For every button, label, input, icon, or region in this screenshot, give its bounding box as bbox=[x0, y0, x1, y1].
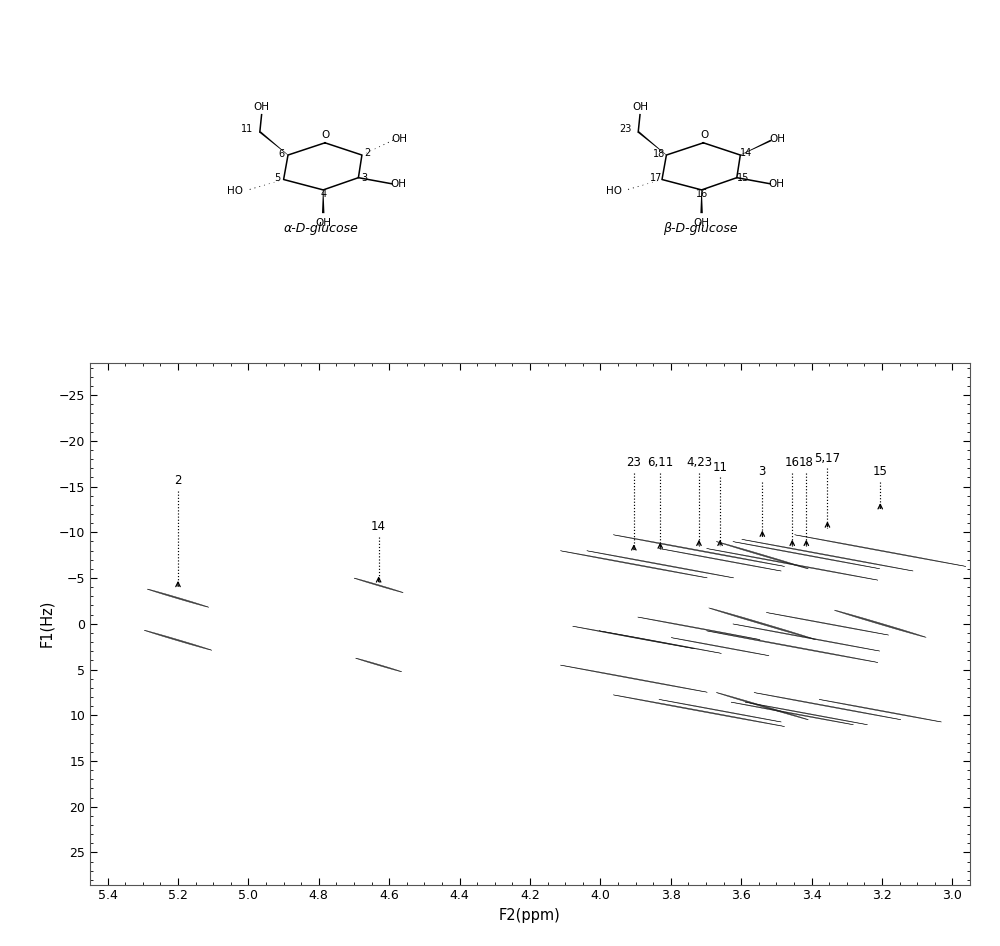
Text: β-D-glucose: β-D-glucose bbox=[663, 222, 737, 235]
Text: O: O bbox=[322, 131, 330, 140]
Text: 17: 17 bbox=[650, 173, 662, 184]
Ellipse shape bbox=[733, 541, 880, 569]
Text: 18: 18 bbox=[653, 149, 665, 159]
Ellipse shape bbox=[560, 551, 707, 578]
Ellipse shape bbox=[147, 589, 209, 607]
Text: 4,23: 4,23 bbox=[686, 456, 712, 469]
Ellipse shape bbox=[819, 699, 942, 722]
Ellipse shape bbox=[356, 658, 402, 672]
Ellipse shape bbox=[573, 626, 695, 649]
Ellipse shape bbox=[144, 630, 212, 650]
Ellipse shape bbox=[731, 702, 854, 725]
Text: OH: OH bbox=[769, 134, 785, 144]
Text: 16: 16 bbox=[785, 456, 800, 469]
Ellipse shape bbox=[733, 624, 880, 651]
Ellipse shape bbox=[671, 638, 769, 656]
Text: OH: OH bbox=[390, 179, 406, 189]
Text: 2: 2 bbox=[364, 149, 370, 158]
Ellipse shape bbox=[659, 549, 781, 571]
Text: HO: HO bbox=[606, 185, 622, 196]
Text: 2: 2 bbox=[174, 475, 182, 487]
Text: 15: 15 bbox=[873, 465, 888, 479]
Ellipse shape bbox=[560, 665, 707, 692]
Text: OH: OH bbox=[632, 102, 648, 113]
Text: α-D-glucose: α-D-glucose bbox=[284, 222, 359, 235]
Text: OH: OH bbox=[391, 134, 407, 144]
Text: HO: HO bbox=[227, 185, 243, 196]
Text: OH: OH bbox=[694, 218, 710, 228]
Text: 11: 11 bbox=[713, 461, 728, 474]
Ellipse shape bbox=[587, 551, 734, 578]
Polygon shape bbox=[259, 131, 288, 155]
Ellipse shape bbox=[709, 608, 816, 639]
Ellipse shape bbox=[834, 610, 926, 638]
Ellipse shape bbox=[613, 534, 785, 567]
Polygon shape bbox=[637, 131, 667, 155]
Ellipse shape bbox=[754, 692, 901, 720]
Ellipse shape bbox=[766, 612, 889, 635]
Text: 3: 3 bbox=[759, 465, 766, 479]
Text: OH: OH bbox=[315, 218, 331, 228]
Ellipse shape bbox=[745, 702, 868, 725]
Text: 23: 23 bbox=[626, 456, 641, 469]
Ellipse shape bbox=[706, 549, 878, 580]
Ellipse shape bbox=[716, 541, 808, 569]
Text: 5: 5 bbox=[274, 173, 281, 184]
Text: 6,11: 6,11 bbox=[647, 456, 673, 469]
Ellipse shape bbox=[742, 539, 913, 571]
X-axis label: F2(ppm): F2(ppm) bbox=[499, 908, 561, 923]
Text: 6: 6 bbox=[278, 149, 284, 159]
Ellipse shape bbox=[706, 631, 878, 662]
Ellipse shape bbox=[354, 578, 403, 592]
Text: OH: OH bbox=[254, 102, 270, 113]
Polygon shape bbox=[322, 190, 324, 213]
Text: 16: 16 bbox=[696, 189, 709, 200]
Text: 4: 4 bbox=[321, 189, 327, 200]
Text: 15: 15 bbox=[737, 173, 749, 184]
Text: 5,17: 5,17 bbox=[814, 451, 841, 464]
Text: 14: 14 bbox=[739, 149, 752, 158]
Ellipse shape bbox=[794, 534, 966, 567]
Text: 18: 18 bbox=[799, 456, 814, 469]
Polygon shape bbox=[740, 140, 772, 155]
Ellipse shape bbox=[659, 699, 781, 722]
Text: 3: 3 bbox=[361, 173, 368, 184]
Y-axis label: F1(Hz): F1(Hz) bbox=[40, 600, 55, 647]
Text: OH: OH bbox=[768, 179, 784, 189]
Text: 11: 11 bbox=[241, 124, 254, 133]
Ellipse shape bbox=[599, 631, 722, 654]
Polygon shape bbox=[700, 190, 703, 213]
Ellipse shape bbox=[613, 694, 785, 727]
Text: 23: 23 bbox=[620, 124, 632, 133]
Text: 14: 14 bbox=[371, 520, 386, 534]
Ellipse shape bbox=[638, 617, 760, 639]
Text: O: O bbox=[700, 131, 708, 140]
Ellipse shape bbox=[716, 692, 808, 720]
